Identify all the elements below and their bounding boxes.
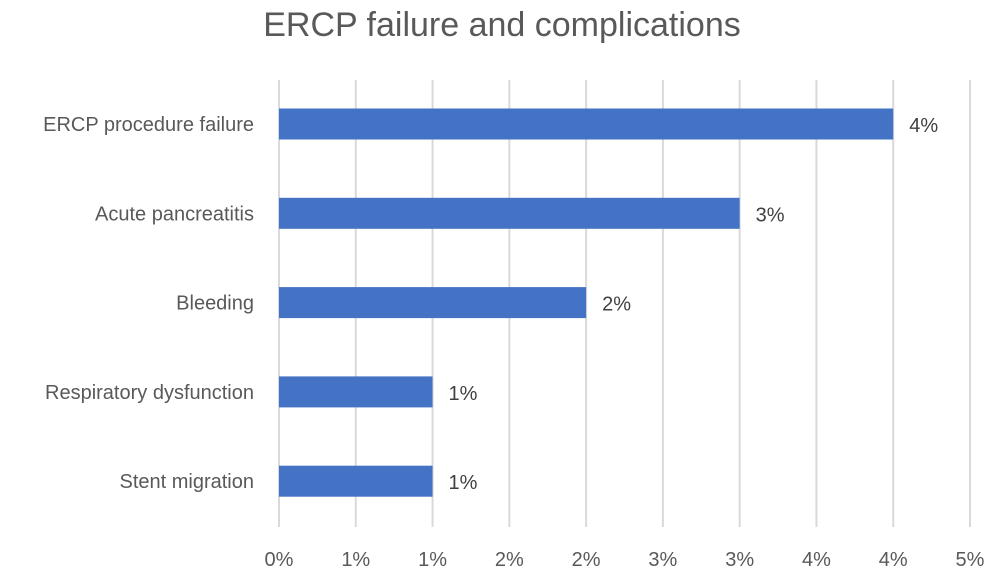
data-labels: 4% 3% 2% 1% 1%	[449, 115, 939, 494]
category-label: ERCP procedure failure	[43, 114, 254, 136]
x-tick-label: 5%	[956, 549, 985, 571]
data-label: 1%	[449, 383, 478, 405]
category-label: Bleeding	[176, 293, 254, 315]
x-tick-label: 3%	[725, 549, 754, 571]
chart-title: ERCP failure and complications	[263, 6, 741, 44]
data-label: 2%	[602, 294, 631, 316]
x-tick-label: 2%	[495, 549, 524, 571]
bar	[279, 197, 740, 229]
x-tick-label: 4%	[879, 549, 908, 571]
category-labels: ERCP procedure failure Acute pancreatitis…	[43, 114, 254, 493]
data-label: 4%	[909, 115, 938, 137]
category-label: Stent migration	[119, 471, 254, 493]
category-label: Acute pancreatitis	[95, 203, 254, 225]
x-tick-label: 1%	[341, 549, 370, 571]
bar	[279, 465, 433, 497]
x-tick-label: 4%	[802, 549, 831, 571]
x-tick-label: 1%	[418, 549, 447, 571]
x-tick-label: 0%	[265, 549, 294, 571]
x-tick-label: 3%	[648, 549, 677, 571]
data-label: 3%	[756, 204, 785, 226]
data-label: 1%	[449, 472, 478, 494]
bar	[279, 108, 894, 140]
bar	[279, 376, 433, 408]
bar	[279, 287, 587, 319]
x-tick-labels: 0% 1% 1% 2% 2% 3% 3% 4% 4% 5%	[265, 549, 985, 571]
bars	[279, 108, 894, 497]
x-tick-label: 2%	[572, 549, 601, 571]
category-label: Respiratory dysfunction	[45, 382, 254, 404]
